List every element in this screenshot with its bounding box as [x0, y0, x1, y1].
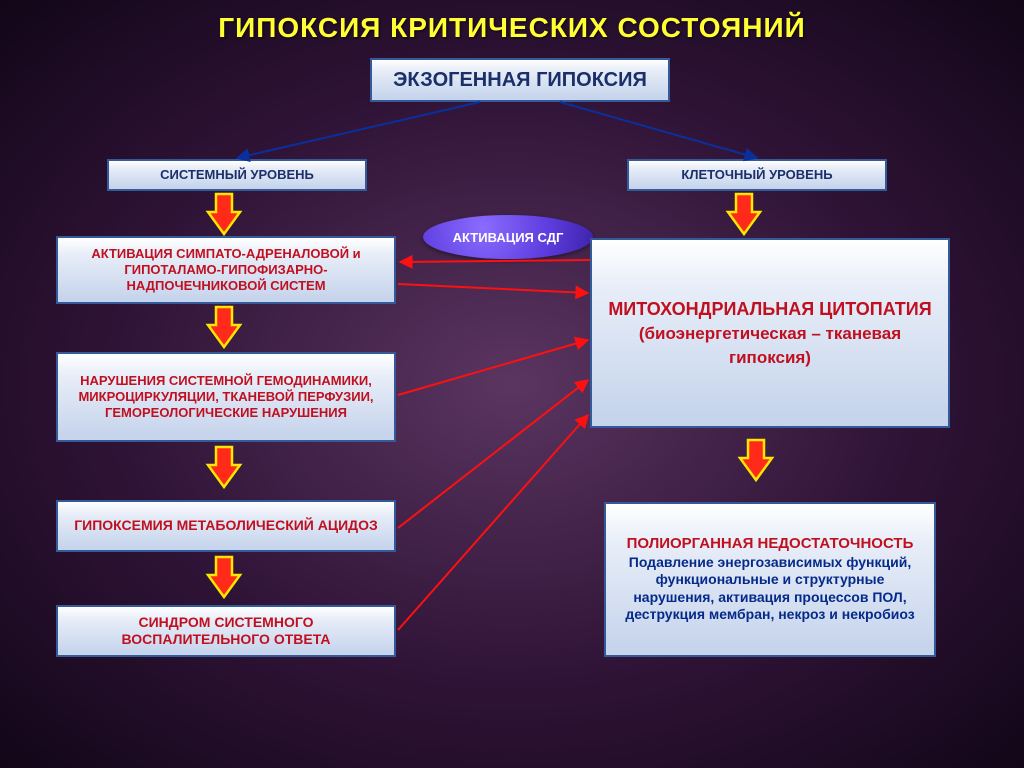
big-arrow	[208, 557, 240, 597]
node-sdg-ellipse: АКТИВАЦИЯ СДГ	[423, 215, 593, 259]
node-poly: ПОЛИОРГАННАЯ НЕДОСТАТОЧНОСТЬ Подавление …	[604, 502, 936, 657]
thin-arrow	[560, 102, 757, 158]
node-mito: МИТОХОНДРИАЛЬНАЯ ЦИТОПАТИЯ (биоэнергетич…	[590, 238, 950, 428]
node-sys-level: СИСТЕМНЫЙ УРОВЕНЬ	[107, 159, 367, 191]
big-arrow	[740, 440, 772, 480]
big-arrow	[208, 307, 240, 347]
thin-arrow	[398, 415, 588, 630]
node-poly-line2: Подавление энергозависимых функций, функ…	[614, 554, 926, 624]
big-arrow	[728, 194, 760, 234]
big-arrow	[208, 447, 240, 487]
node-a1: АКТИВАЦИЯ СИМПАТО-АДРЕНАЛОВОЙ и ГИПОТАЛА…	[56, 236, 396, 304]
node-a3: ГИПОКСЕМИЯ МЕТАБОЛИЧЕСКИЙ АЦИДОЗ	[56, 500, 396, 552]
thin-arrow	[398, 340, 588, 395]
thin-arrow	[400, 260, 590, 262]
node-mito-line1: МИТОХОНДРИАЛЬНАЯ ЦИТОПАТИЯ	[600, 297, 940, 322]
thin-arrow	[398, 284, 588, 293]
page-title: ГИПОКСИЯ КРИТИЧЕСКИХ СОСТОЯНИЙ	[0, 12, 1024, 44]
big-arrow	[208, 194, 240, 234]
node-a4: СИНДРОМ СИСТЕМНОГО ВОСПАЛИТЕЛЬНОГО ОТВЕТ…	[56, 605, 396, 657]
thin-arrow	[237, 102, 480, 158]
node-poly-line1: ПОЛИОРГАННАЯ НЕДОСТАТОЧНОСТЬ	[614, 535, 926, 554]
node-cell-level: КЛЕТОЧНЫЙ УРОВЕНЬ	[627, 159, 887, 191]
node-mito-line2: (биоэнергетическая – тканевая гипоксия)	[600, 322, 940, 370]
node-root: ЭКЗОГЕННАЯ ГИПОКСИЯ	[370, 58, 670, 102]
thin-arrow	[398, 380, 588, 528]
node-a2: НАРУШЕНИЯ СИСТЕМНОЙ ГЕМОДИНАМИКИ, МИКРОЦ…	[56, 352, 396, 442]
